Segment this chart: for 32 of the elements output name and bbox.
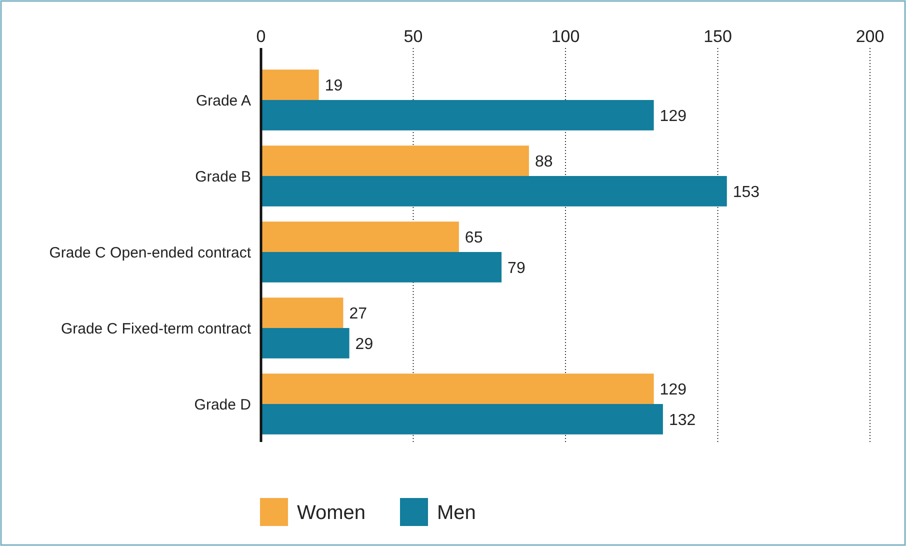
bar bbox=[261, 222, 459, 252]
bar bbox=[261, 176, 727, 206]
bar bbox=[261, 298, 344, 328]
x-tick-label: 150 bbox=[704, 27, 732, 46]
bar bbox=[261, 328, 350, 358]
y-tick-label: Grade B bbox=[195, 168, 251, 186]
data-label: 132 bbox=[668, 412, 696, 429]
y-tick-label: Grade D bbox=[194, 396, 252, 414]
y-tick-label: Grade C Fixed-term contract bbox=[60, 320, 252, 338]
bar bbox=[261, 252, 502, 282]
bar bbox=[261, 374, 654, 404]
data-label: 27 bbox=[349, 305, 368, 322]
y-tick-label: Grade C Open-ended contract bbox=[49, 244, 252, 262]
data-label: 29 bbox=[355, 336, 374, 353]
legend-label: Women bbox=[297, 502, 366, 524]
bar bbox=[261, 70, 319, 100]
data-label: 129 bbox=[660, 108, 687, 125]
x-tick-label: 0 bbox=[256, 27, 266, 46]
y-tick-label: Grade A bbox=[196, 92, 251, 110]
bar bbox=[261, 100, 654, 130]
data-label: 129 bbox=[660, 381, 687, 398]
data-label: 19 bbox=[324, 77, 343, 94]
data-label: 65 bbox=[464, 229, 483, 246]
x-tick-label: 50 bbox=[404, 27, 423, 46]
data-label: 79 bbox=[508, 260, 526, 277]
data-label: 88 bbox=[534, 153, 553, 170]
bar bbox=[261, 404, 663, 434]
x-tick-label: 100 bbox=[551, 27, 580, 46]
data-label: 153 bbox=[732, 184, 760, 201]
bar bbox=[261, 146, 529, 176]
legend-label: Men bbox=[437, 502, 476, 524]
x-tick-label: 200 bbox=[856, 27, 884, 46]
